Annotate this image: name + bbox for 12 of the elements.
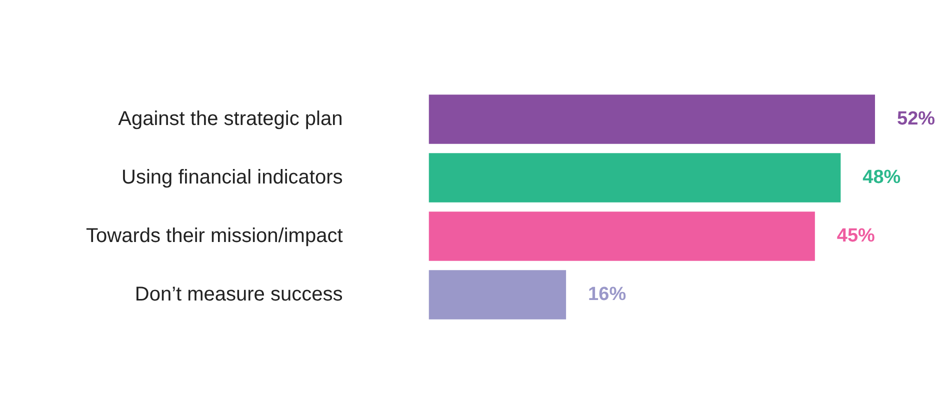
y-tick-label: Don’t measure success	[134, 283, 343, 306]
bar	[428, 94, 875, 144]
data-label: 52%	[897, 108, 936, 130]
y-tick-label: Using financial indicators	[122, 166, 343, 188]
bar	[428, 212, 815, 261]
data-label: 16%	[588, 284, 626, 305]
data-label: 45%	[836, 225, 876, 246]
data-label: 48%	[862, 166, 901, 188]
bar	[428, 153, 841, 202]
y-tick-label: Against the strategic plan	[118, 108, 343, 130]
bar	[428, 270, 566, 320]
y-tick-label: Towards their mission/impact	[86, 224, 344, 247]
